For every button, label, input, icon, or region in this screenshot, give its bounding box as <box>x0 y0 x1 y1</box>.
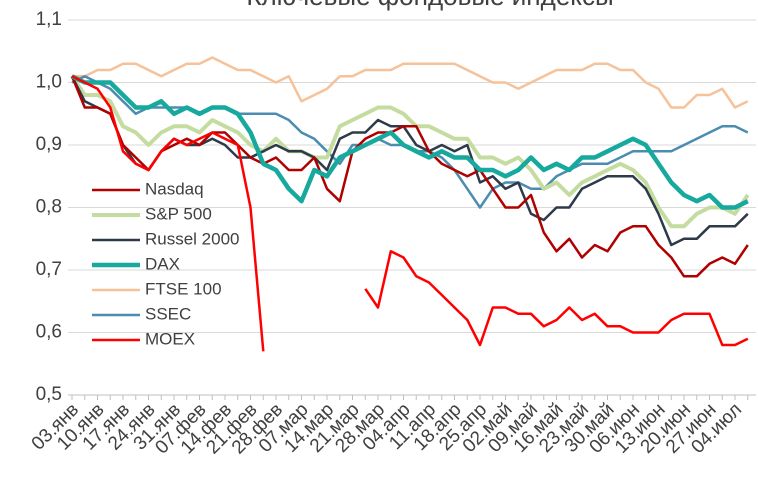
legend-label: SSEC <box>145 304 191 323</box>
lines <box>70 56 750 352</box>
y-tick-label: 0,7 <box>36 259 62 280</box>
y-tick-label: 0,5 <box>36 384 62 405</box>
legend: Nasdaq S&P 500 Russel 2000 DAX FTSE 100 SSEC M… <box>92 179 240 348</box>
legend-label: S&P 500 <box>145 204 212 223</box>
y-tick-label: 0,9 <box>36 134 62 155</box>
legend-label: FTSE 100 <box>145 279 222 298</box>
legend-label: Russel 2000 <box>145 229 240 248</box>
chart-title: Ключевые фондовые индексы <box>246 0 613 11</box>
series-line <box>72 56 749 109</box>
series-line <box>70 75 749 278</box>
legend-label: MOEX <box>145 329 195 348</box>
series-line <box>71 74 749 210</box>
series-line <box>71 75 749 352</box>
y-tick-label: 1,1 <box>36 9 62 30</box>
y-tick-label: 0,6 <box>36 322 62 343</box>
y-tick-label: 0,8 <box>36 197 62 218</box>
y-tick-label: 1,0 <box>36 72 62 93</box>
legend-label: DAX <box>145 254 180 273</box>
series-line <box>70 75 750 229</box>
legend-label: Nasdaq <box>145 179 204 198</box>
axes: 0,50,60,70,80,91,01,103.янв10.янв17.янв2… <box>28 9 756 458</box>
